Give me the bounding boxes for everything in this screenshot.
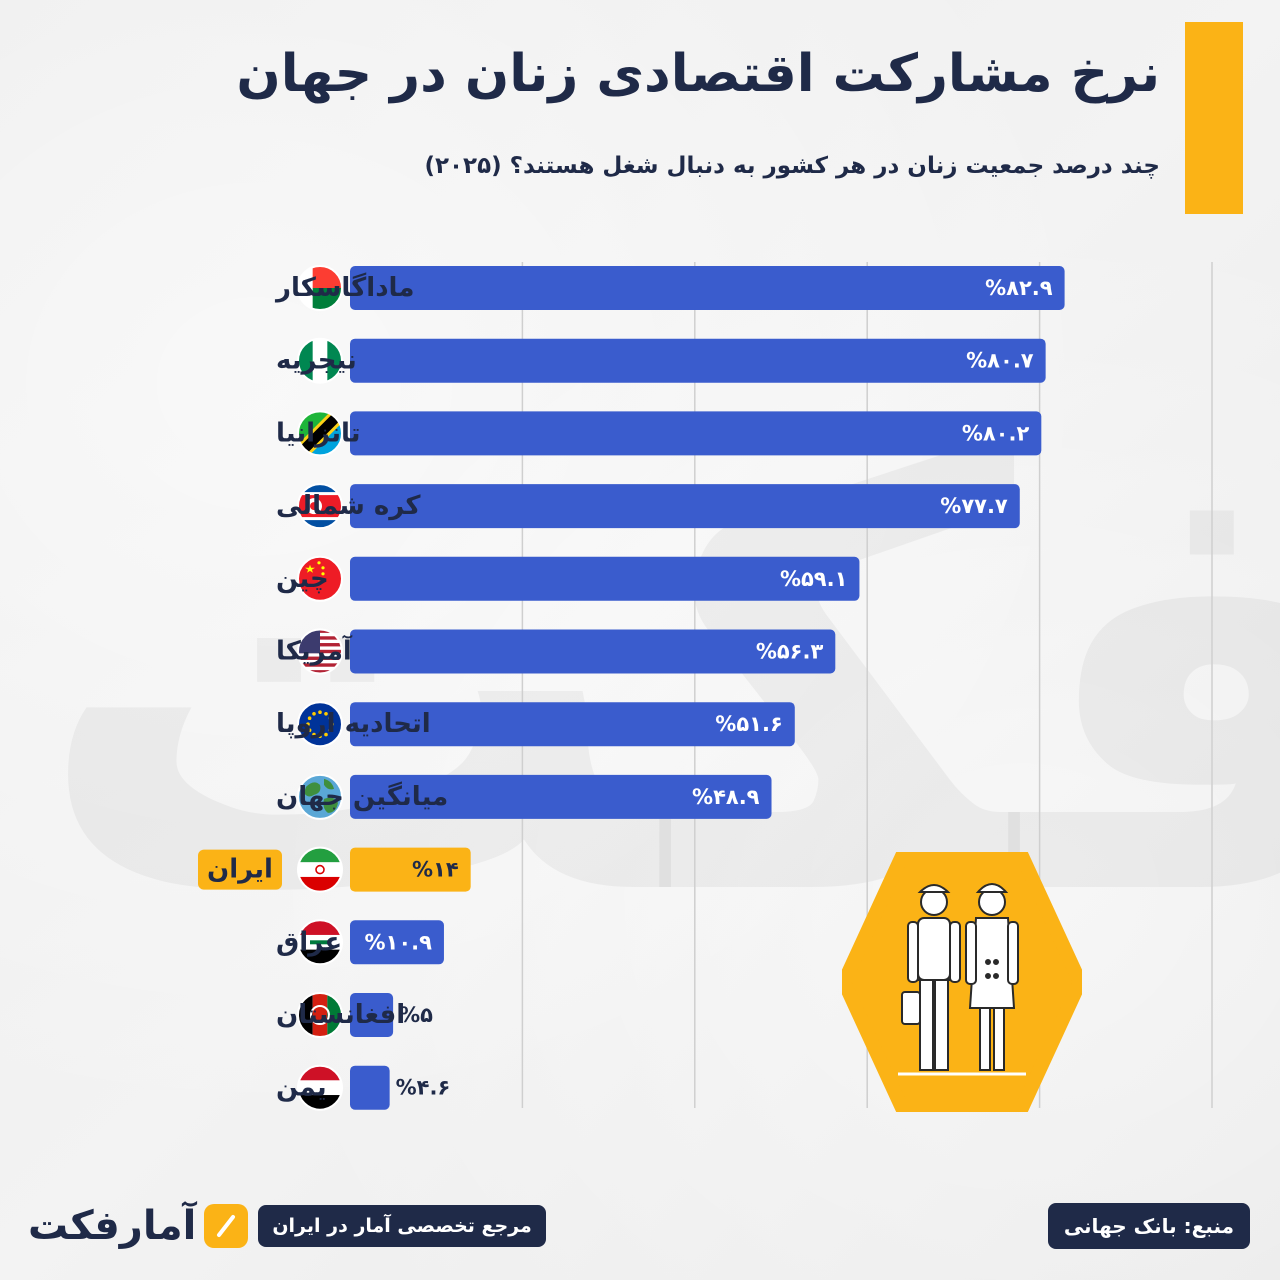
bar <box>350 920 444 965</box>
category-label: ایران <box>207 855 273 885</box>
value-label: %۱۰.۹ <box>364 930 432 954</box>
chart-subtitle: چند درصد جمعیت زنان در هر کشور به دنبال … <box>424 153 1160 179</box>
value-label: %۴.۶ <box>396 1076 451 1100</box>
bar <box>350 774 772 819</box>
value-label: %۵۱.۶ <box>715 712 782 736</box>
value-label: %۸۰.۷ <box>966 349 1034 373</box>
bar-row: %۴۸.۹ میانگین جهان <box>276 773 772 820</box>
bar <box>350 484 1020 529</box>
bar-row: %۱۰.۹ عراق <box>276 919 444 966</box>
bar-row: %۵۶.۳ آمریکا <box>276 628 836 675</box>
bar <box>350 1065 390 1110</box>
bar <box>350 556 860 601</box>
globe-icon <box>297 773 343 820</box>
brand-logo: آمارفکت <box>28 1203 197 1249</box>
brand-footer: آمارفکت مرجع تخصصی آمار در ایران <box>28 1200 546 1252</box>
bar-row: %۴.۶ یمن <box>276 1064 451 1111</box>
tanzania-flag <box>297 410 343 457</box>
category-label: افغانستان <box>276 1000 405 1030</box>
value-label: %۸۰.۲ <box>962 421 1030 445</box>
china-flag <box>297 555 343 602</box>
value-label: %۴۸.۹ <box>692 785 760 809</box>
value-label: %۵ <box>399 1003 433 1027</box>
bar <box>350 266 1065 310</box>
nigeria-flag <box>297 337 343 384</box>
eu-flag <box>297 701 343 748</box>
bar <box>350 629 836 674</box>
accent-bar <box>1185 22 1243 214</box>
category-label: اتحادیه اروپا <box>276 709 431 739</box>
category-label: ماداگاسکار <box>274 272 414 303</box>
bar <box>350 411 1042 456</box>
bar <box>350 993 394 1037</box>
category-label: کره شمالی <box>276 491 421 521</box>
category-label: آمریکا <box>276 635 353 667</box>
bar <box>350 847 471 892</box>
bar <box>350 338 1046 383</box>
afghanistan-flag <box>297 992 343 1038</box>
source-label: منبع: بانک جهانی <box>1047 1203 1250 1249</box>
yemen-flag <box>297 1064 343 1111</box>
madagascar-flag <box>297 265 343 311</box>
brand-mark-icon <box>204 1204 249 1248</box>
category-label: عراق <box>276 927 342 957</box>
value-label: %۱۴ <box>412 858 459 882</box>
category-label: یمن <box>276 1073 327 1103</box>
bar-row: %۸۲.۹ ماداگاسکار <box>274 265 1065 311</box>
category-label: نیجریه <box>276 346 357 376</box>
women-workers-icon <box>842 852 1082 1112</box>
bar <box>350 702 795 747</box>
north-korea-flag <box>297 483 343 530</box>
bar-row: %۸۰.۷ نیجریه <box>276 337 1046 384</box>
category-label: میانگین جهان <box>276 781 448 812</box>
value-label: %۷۷.۷ <box>940 494 1008 518</box>
chart-title: نرخ مشارکت اقتصادی زنان در جهان <box>236 44 1160 104</box>
bar-row: %۷۷.۷ کره شمالی <box>276 483 1020 530</box>
value-label: %۵۶.۳ <box>756 640 824 664</box>
bar-row: %۸۰.۲ تانزانیا <box>276 410 1042 457</box>
iran-flag <box>297 846 343 893</box>
brand-tagline: مرجع تخصصی آمار در ایران <box>258 1205 546 1247</box>
value-label: %۵۹.۱ <box>780 567 847 591</box>
value-label: %۸۲.۹ <box>985 276 1053 300</box>
highlight-badge <box>198 849 282 890</box>
category-label: تانزانیا <box>276 418 361 448</box>
bar-row: %۱۴ ایران <box>198 846 471 893</box>
bar-row: %۵۱.۶ اتحادیه اروپا <box>276 701 795 748</box>
iraq-flag <box>297 919 343 966</box>
category-label: چین <box>276 564 329 594</box>
bar-row: %۵۹.۱ چین <box>276 555 860 602</box>
